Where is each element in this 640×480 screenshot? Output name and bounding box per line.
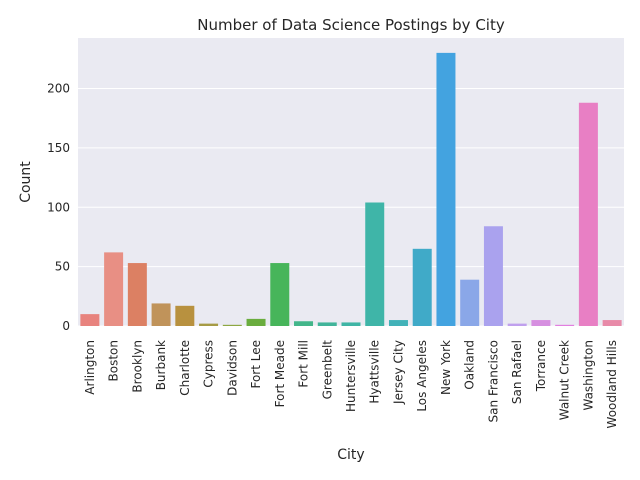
x-tick-label: Boston [107,340,121,381]
bars [80,52,622,326]
bar-woodland-hills [602,320,622,326]
bar-san-francisco [483,226,503,326]
y-tick-labels: 0 50 100 150 200 [47,82,70,334]
x-tick-label: Cypress [202,340,216,388]
x-tick-label: Walnut Creek [558,340,572,420]
y-tick-label: 50 [55,260,70,274]
bar-huntersville [341,322,361,326]
bar-san-rafael [507,323,527,326]
bar-brooklyn [127,263,147,326]
y-tick-label: 0 [62,319,70,333]
bar-fort-meade [270,263,290,326]
bar-boston [104,252,124,326]
bar-hyattsville [365,202,385,326]
x-tick-label: Burbank [154,340,168,390]
x-tick-label: Charlotte [178,340,192,396]
x-tick-label: Fort Lee [249,340,263,389]
bar-new-york [436,52,456,326]
x-tick-label: Arlington [83,340,97,395]
x-tick-label: San Francisco [486,340,500,422]
bar-torrance [531,320,551,326]
x-tick-label: Los Angeles [415,340,429,412]
x-tick-label: Torrance [534,340,548,392]
plot-background [78,38,624,326]
x-tick-label: San Rafael [510,340,524,404]
bar-arlington [80,314,100,326]
bar-washington [578,102,598,326]
x-tick-label: Huntersville [344,340,358,412]
x-tick-label: New York [439,340,453,395]
bar-greenbelt [317,322,337,326]
bar-fort-mill [294,321,314,326]
bar-fort-lee [246,318,266,326]
bar-jersey-city [388,320,408,326]
bar-charlotte [175,305,195,326]
x-tick-label: Greenbelt [320,340,334,400]
y-tick-label: 150 [47,141,70,155]
x-tick-label: Fort Meade [273,340,287,407]
bar-davidson [222,324,242,326]
x-tick-label: Brooklyn [130,340,144,393]
x-axis-label: City [337,447,364,463]
x-tick-label: Fort Mill [297,340,311,388]
x-tick-labels: Arlington Boston Brooklyn Burbank Charlotte C… [83,340,619,429]
x-tick-label: Woodland Hills [605,340,619,428]
x-tick-label: Jersey City [391,340,405,405]
y-tick-label: 100 [47,200,70,214]
bar-walnut-creek [555,324,575,326]
bar-los-angeles [412,248,432,326]
bar-oakland [460,279,480,326]
x-tick-label: Davidson [225,340,239,396]
chart-title: Number of Data Science Postings by City [197,16,505,34]
y-axis-label: Count [18,161,34,203]
bar-cypress [199,323,219,326]
x-tick-label: Hyattsville [368,340,382,404]
x-tick-label: Oakland [463,340,477,390]
y-tick-label: 200 [47,82,70,96]
x-tick-label: Washington [581,340,595,411]
bar-burbank [151,303,171,326]
